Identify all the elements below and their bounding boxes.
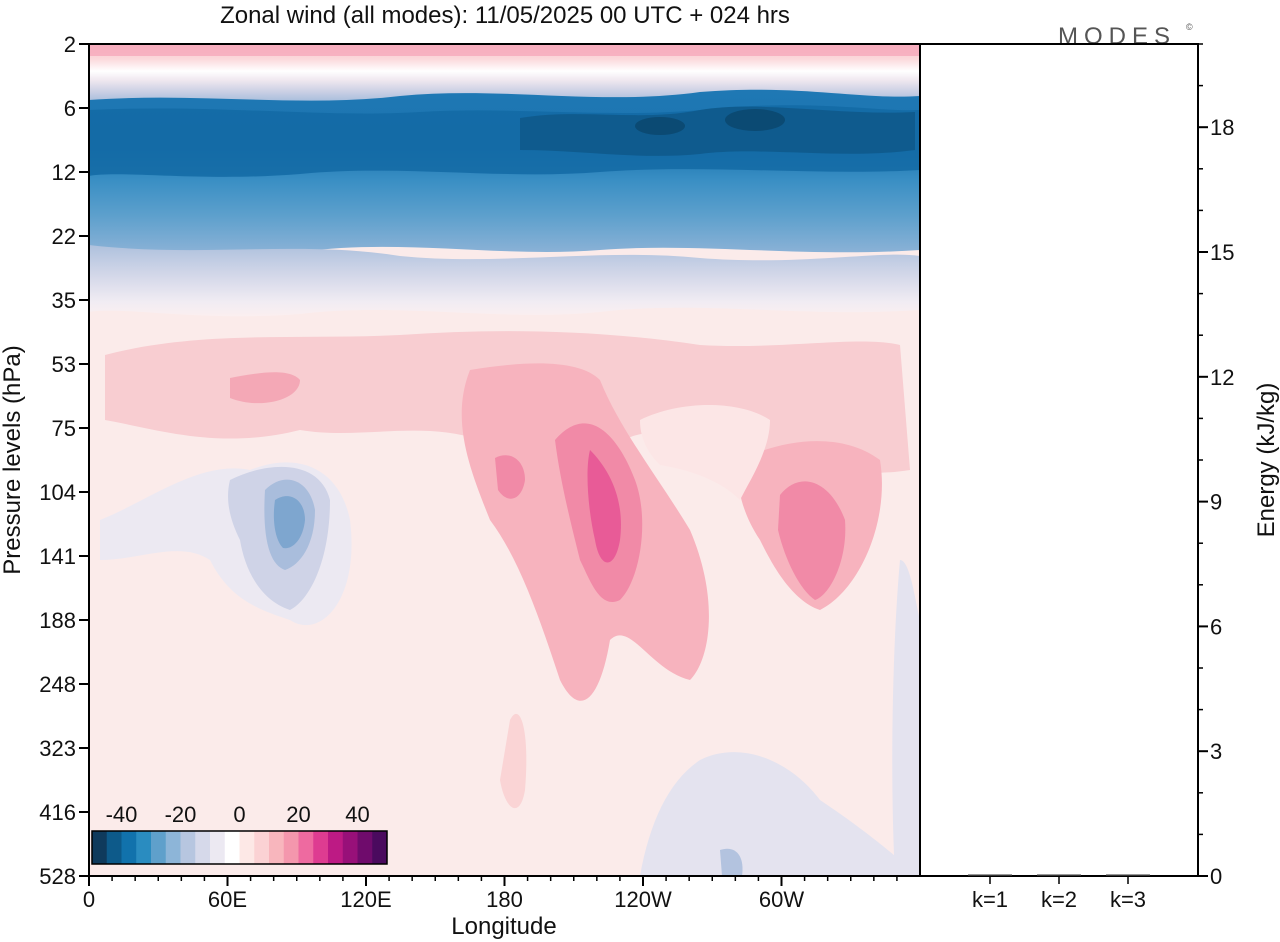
chart-title: Zonal wind (all modes): 11/05/2025 00 UT… bbox=[220, 2, 790, 29]
energy-tick-label: 3 bbox=[1210, 739, 1222, 764]
colorbar-swatch bbox=[106, 831, 122, 864]
energy-category-label: k=3 bbox=[1110, 887, 1146, 912]
eastern-edge-easterly bbox=[892, 560, 920, 876]
y-tick-label: 35 bbox=[52, 288, 76, 313]
colorbar-swatch bbox=[254, 831, 270, 864]
y-tick-label: 416 bbox=[39, 800, 76, 825]
colorbar-tick-label: 0 bbox=[233, 802, 245, 827]
y-tick-label: 12 bbox=[52, 160, 76, 185]
colorbar-swatch bbox=[298, 831, 314, 864]
westerly-blob-1 bbox=[230, 372, 300, 404]
colorbar-swatch bbox=[151, 831, 167, 864]
energy-bar bbox=[1106, 874, 1150, 876]
x-tick-label: 60E bbox=[208, 887, 247, 912]
lower-easterly-min bbox=[720, 848, 743, 876]
westerly-blob-2 bbox=[495, 455, 525, 499]
energy-panel-frame bbox=[919, 43, 1199, 877]
energy-axis: 0 3 6 9 12 15 18 bbox=[1198, 43, 1234, 889]
easterly-max bbox=[520, 106, 915, 156]
colorbar-tick-label: -20 bbox=[165, 802, 197, 827]
y-tick-label: 22 bbox=[52, 224, 76, 249]
easterly-min-2 bbox=[635, 117, 685, 135]
transition-band bbox=[89, 245, 920, 317]
colorbar-tick-label: -40 bbox=[106, 802, 138, 827]
colorbar-swatch bbox=[328, 831, 344, 864]
zonal-wind-field bbox=[89, 44, 920, 876]
energy-tick-label: 6 bbox=[1210, 614, 1222, 639]
westerly-jet-2-core bbox=[778, 481, 846, 600]
x-tick-label: 120W bbox=[614, 887, 672, 912]
colorbar-tick-label: 20 bbox=[286, 802, 310, 827]
colorbar-swatch bbox=[195, 831, 211, 864]
y-axis-label: Pressure levels (hPa) bbox=[0, 345, 26, 574]
energy-tick-label: 15 bbox=[1210, 240, 1234, 265]
colorbar-swatch bbox=[239, 831, 255, 864]
colorbar-swatch bbox=[283, 831, 299, 864]
longitude-axis: 0 60E 120E 180 120W 60W bbox=[83, 876, 898, 912]
y-tick-label: 188 bbox=[39, 608, 76, 633]
colorbar-swatch bbox=[121, 831, 137, 864]
energy-bar bbox=[1037, 874, 1081, 876]
logo-mark: © bbox=[1186, 22, 1193, 32]
y-tick-label: 53 bbox=[52, 352, 76, 377]
energy-tick-label: 9 bbox=[1210, 490, 1222, 515]
energy-category-label: k=1 bbox=[972, 887, 1008, 912]
easterly-pocket-core bbox=[273, 496, 305, 549]
y-tick-label: 6 bbox=[64, 96, 76, 121]
top-pink-strip bbox=[89, 44, 920, 56]
y-tick-label: 323 bbox=[39, 736, 76, 761]
weak-wind-pocket bbox=[640, 405, 770, 500]
lower-easterly-region bbox=[640, 752, 920, 876]
y-tick-label: 104 bbox=[39, 480, 76, 505]
y-tick-label: 528 bbox=[39, 864, 76, 889]
x-tick-label: 0 bbox=[83, 887, 95, 912]
westerly-jet-max bbox=[587, 450, 621, 563]
colorbar-tick-label: 40 bbox=[345, 802, 369, 827]
energy-tick-label: 12 bbox=[1210, 365, 1234, 390]
x-tick-label: 60W bbox=[759, 887, 804, 912]
energy-axis-label: Energy (kJ/kg) bbox=[1253, 383, 1280, 538]
colorbar-swatch bbox=[372, 831, 388, 864]
colorbar-swatch bbox=[313, 831, 329, 864]
x-tick-label: 120E bbox=[340, 887, 391, 912]
modes-logo: MODES bbox=[1058, 23, 1176, 50]
colorbar-swatch bbox=[210, 831, 226, 864]
colorbar: -40 -20 0 20 40 bbox=[91, 802, 388, 865]
y-tick-label: 75 bbox=[52, 416, 76, 441]
colorbar-swatch bbox=[180, 831, 196, 864]
colorbar-swatch bbox=[357, 831, 373, 864]
energy-bar bbox=[968, 874, 1012, 876]
pressure-axis: 2 6 12 22 35 53 75 104 141 188 248 323 416 528 bbox=[39, 32, 89, 889]
energy-tick-label: 18 bbox=[1210, 115, 1234, 140]
colorbar-frame bbox=[91, 830, 388, 865]
energy-tick-label: 0 bbox=[1210, 864, 1222, 889]
easterly-min-1 bbox=[725, 109, 785, 131]
colorbar-swatch bbox=[136, 831, 152, 864]
colorbar-swatch bbox=[92, 831, 108, 864]
colorbar-swatch bbox=[224, 831, 240, 864]
x-axis-label: Longitude bbox=[451, 913, 556, 940]
y-tick-label: 2 bbox=[64, 32, 76, 57]
energy-bars: k=1 k=2 k=3 bbox=[968, 874, 1150, 912]
y-tick-label: 248 bbox=[39, 672, 76, 697]
y-tick-label: 141 bbox=[39, 544, 76, 569]
colorbar-swatch bbox=[165, 831, 181, 864]
lower-westerly-streak bbox=[500, 713, 527, 809]
energy-category-label: k=2 bbox=[1041, 887, 1077, 912]
colorbar-swatch bbox=[342, 831, 358, 864]
x-tick-label: 180 bbox=[486, 887, 523, 912]
colorbar-swatch bbox=[269, 831, 285, 864]
